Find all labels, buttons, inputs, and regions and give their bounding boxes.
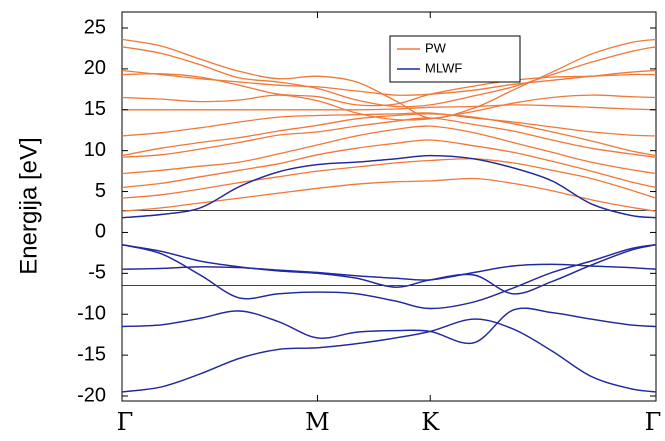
y-tick-label: 25 xyxy=(84,16,106,38)
y-tick-label: -15 xyxy=(77,343,106,365)
legend-label: PW xyxy=(425,40,447,55)
y-tick-label: -5 xyxy=(88,262,106,284)
y-tick-label: 20 xyxy=(84,57,106,79)
y-axis-ticks: 25 20 15 10 5 0 -5 -10 -15 -20 xyxy=(77,16,656,406)
y-tick-label: 10 xyxy=(84,139,106,161)
pw-band-line xyxy=(121,69,657,96)
x-tick-label: Γ xyxy=(117,408,134,436)
pw-band-line xyxy=(121,125,657,175)
pw-band-line xyxy=(121,113,657,157)
band-lines xyxy=(121,38,657,393)
mlwf-band-line xyxy=(121,244,657,295)
legend-label: MLWF xyxy=(425,60,462,75)
mlwf-band-line xyxy=(121,307,657,345)
y-tick-label: -20 xyxy=(77,384,106,406)
pw-band-line xyxy=(121,154,657,219)
pw-band-line xyxy=(122,104,657,111)
pw-band-line xyxy=(121,94,657,121)
x-tick-label: M xyxy=(305,408,330,436)
pw-band-line xyxy=(121,112,657,137)
y-tick-label: 5 xyxy=(95,180,106,202)
x-tick-label: K xyxy=(421,408,440,436)
y-axis-label: Energija [eV] xyxy=(15,137,42,274)
y-tick-label: -10 xyxy=(77,303,106,325)
mlwf-band-line xyxy=(121,263,657,281)
mlwf-band-line xyxy=(121,318,657,393)
pw-band-line xyxy=(121,117,657,158)
legend: PW MLWF xyxy=(389,35,521,83)
x-tick-label: Γ xyxy=(645,408,662,436)
reference-lines xyxy=(122,209,656,287)
legend-entries: PW MLWF xyxy=(397,40,462,75)
legend-box xyxy=(389,35,521,83)
y-tick-label: 15 xyxy=(84,98,106,120)
pw-band-line xyxy=(121,158,657,199)
mlwf-band-line xyxy=(121,244,657,310)
pw-band-line xyxy=(121,139,657,189)
mlwf-band-line xyxy=(121,154,657,219)
plot-frame xyxy=(121,11,657,402)
pw-band-line xyxy=(121,46,657,108)
y-tick-label: 0 xyxy=(95,221,106,243)
pw-band-line xyxy=(121,307,657,345)
pw-band-line xyxy=(121,38,657,119)
